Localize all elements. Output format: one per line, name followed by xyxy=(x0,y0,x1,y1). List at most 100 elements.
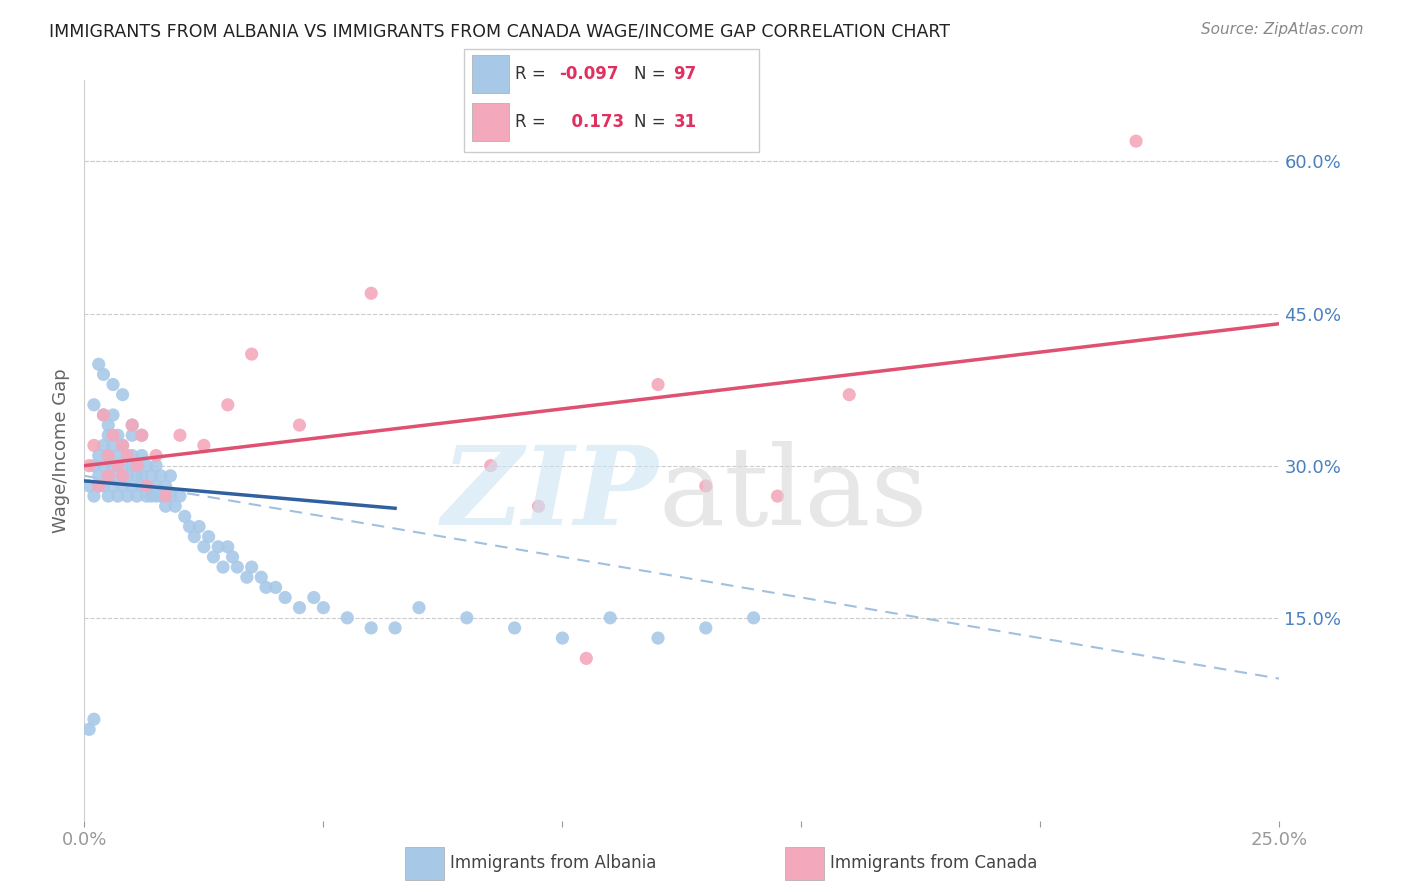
Point xyxy=(221,549,243,564)
Point xyxy=(217,398,239,412)
Point xyxy=(87,468,110,483)
Point xyxy=(107,449,129,463)
Point xyxy=(145,479,167,493)
Text: N =: N = xyxy=(634,113,671,131)
Point xyxy=(111,458,134,473)
Point xyxy=(135,479,157,493)
Point xyxy=(360,286,382,301)
Point xyxy=(97,468,120,483)
Text: IMMIGRANTS FROM ALBANIA VS IMMIGRANTS FROM CANADA WAGE/INCOME GAP CORRELATION CH: IMMIGRANTS FROM ALBANIA VS IMMIGRANTS FR… xyxy=(49,22,950,40)
Point xyxy=(131,468,153,483)
Text: Immigrants from Canada: Immigrants from Canada xyxy=(830,855,1036,872)
Point xyxy=(254,580,277,594)
Point xyxy=(360,621,382,635)
Point xyxy=(159,468,181,483)
Text: Immigrants from Albania: Immigrants from Albania xyxy=(450,855,657,872)
Point xyxy=(101,428,124,442)
Point xyxy=(83,489,105,503)
Text: atlas: atlas xyxy=(658,442,928,549)
Point xyxy=(131,449,153,463)
Point xyxy=(83,398,105,412)
Point xyxy=(97,468,120,483)
Point xyxy=(236,570,259,584)
Point xyxy=(169,489,191,503)
Point xyxy=(193,540,215,554)
Text: -0.097: -0.097 xyxy=(560,65,619,83)
Text: R =: R = xyxy=(515,113,551,131)
Point xyxy=(145,489,167,503)
Point xyxy=(336,611,359,625)
Point xyxy=(288,600,311,615)
Point xyxy=(274,591,297,605)
Point xyxy=(121,418,143,433)
Point xyxy=(384,621,406,635)
Point xyxy=(117,489,139,503)
Point xyxy=(479,458,502,473)
Point xyxy=(149,468,172,483)
Point xyxy=(111,438,134,452)
Point xyxy=(125,458,148,473)
Point xyxy=(503,621,526,635)
Point xyxy=(111,468,134,483)
Point xyxy=(121,458,143,473)
Point xyxy=(107,428,129,442)
Point xyxy=(93,368,115,382)
Point xyxy=(575,651,598,665)
Point xyxy=(97,428,120,442)
Point xyxy=(188,519,211,533)
Point xyxy=(101,377,124,392)
Y-axis label: Wage/Income Gap: Wage/Income Gap xyxy=(52,368,70,533)
Text: Source: ZipAtlas.com: Source: ZipAtlas.com xyxy=(1201,22,1364,37)
Point xyxy=(121,449,143,463)
Point xyxy=(125,468,148,483)
Point xyxy=(107,489,129,503)
Point xyxy=(117,468,139,483)
Point xyxy=(121,418,143,433)
Point xyxy=(131,428,153,442)
Point xyxy=(83,438,105,452)
Point xyxy=(117,449,139,463)
Point xyxy=(135,489,157,503)
Point xyxy=(101,438,124,452)
Point xyxy=(408,600,430,615)
Point xyxy=(93,408,115,422)
Text: 0.173: 0.173 xyxy=(560,113,624,131)
Point xyxy=(135,479,157,493)
Point xyxy=(155,489,177,503)
Point xyxy=(97,418,120,433)
Point xyxy=(212,560,235,574)
Point xyxy=(240,347,263,361)
Point xyxy=(240,560,263,574)
Point xyxy=(97,449,120,463)
Point xyxy=(135,458,157,473)
Point xyxy=(173,509,195,524)
Point xyxy=(159,489,181,503)
Point xyxy=(97,489,120,503)
Point xyxy=(456,611,478,625)
Point xyxy=(107,458,129,473)
Point xyxy=(1125,134,1147,148)
Point xyxy=(131,428,153,442)
Point xyxy=(87,479,110,493)
Point xyxy=(93,408,115,422)
Point xyxy=(647,377,669,392)
Point xyxy=(101,479,124,493)
Point xyxy=(149,489,172,503)
Text: R =: R = xyxy=(515,65,551,83)
Point xyxy=(111,438,134,452)
Point xyxy=(121,428,143,442)
Point xyxy=(179,519,201,533)
Point xyxy=(217,540,239,554)
Point xyxy=(87,449,110,463)
Point xyxy=(647,631,669,645)
Point xyxy=(93,438,115,452)
Point xyxy=(226,560,249,574)
Text: N =: N = xyxy=(634,65,671,83)
Point xyxy=(145,449,167,463)
Point xyxy=(155,479,177,493)
Point xyxy=(83,712,105,726)
Point xyxy=(165,500,187,514)
Point xyxy=(155,500,177,514)
Point xyxy=(111,468,134,483)
Point xyxy=(766,489,789,503)
